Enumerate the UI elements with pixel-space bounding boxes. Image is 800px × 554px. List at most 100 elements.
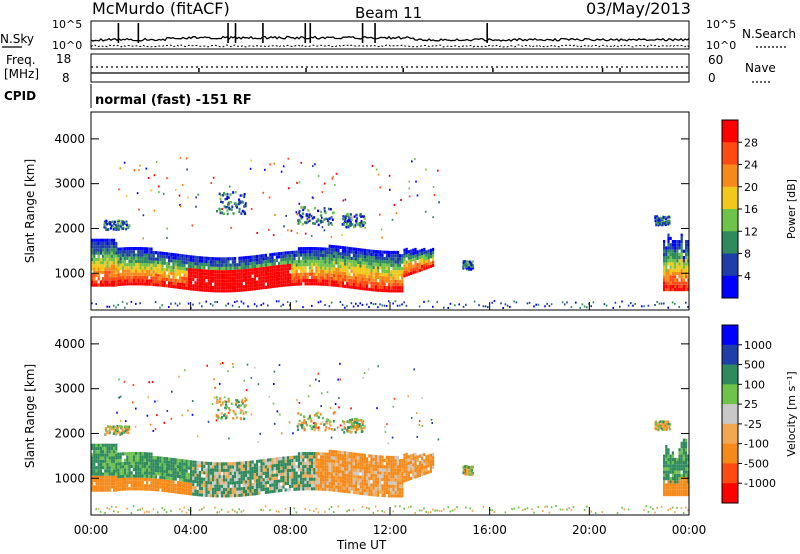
echo-cell [293, 465, 296, 469]
echo-cell [99, 466, 102, 470]
echo-cell [223, 478, 226, 482]
echo-cell [218, 260, 221, 264]
echo-cell [223, 257, 226, 261]
patch-cell [363, 426, 366, 430]
echo-cell [91, 446, 94, 451]
echo-cell [427, 454, 430, 458]
echo-cell [124, 487, 127, 491]
echo-cell [680, 480, 683, 484]
echo-cell [179, 471, 182, 475]
echo-cell [275, 479, 278, 483]
scatter-cell [396, 304, 399, 307]
echo-cell [328, 273, 331, 277]
echo-cell [135, 259, 138, 263]
echo-cell [297, 247, 300, 251]
echo-cell [205, 256, 208, 260]
colorbar-tick-label: 24 [744, 159, 758, 172]
echo-cell [273, 281, 276, 285]
patch-cell [232, 410, 235, 413]
echo-cell [229, 491, 232, 495]
patch-cell [309, 424, 312, 428]
echo-cell [682, 489, 685, 493]
echo-cell [201, 483, 204, 487]
echo-cell [339, 265, 342, 269]
echo-cell [324, 468, 327, 472]
echo-cell [678, 259, 681, 263]
echo-cell [282, 264, 285, 268]
echo-cell [212, 487, 215, 491]
echo-cell [313, 480, 316, 484]
echo-cell [682, 281, 685, 285]
echo-cell [124, 256, 127, 260]
echo-cell [346, 480, 349, 484]
echo-cell [179, 490, 182, 495]
echo-cell [335, 453, 338, 457]
echo-cell [665, 451, 668, 455]
echo-cell [245, 493, 248, 497]
echo-cell [674, 240, 677, 244]
echo-cell [168, 463, 171, 468]
echo-cell [209, 289, 212, 293]
echo-cell [394, 260, 397, 264]
scatter-cell [157, 511, 159, 514]
echo-cell [198, 464, 201, 468]
scatter-cell [671, 506, 674, 509]
patch-cell [238, 404, 241, 407]
echo-cell [154, 279, 157, 284]
echo-cell [388, 286, 391, 290]
scatter-cell [621, 506, 623, 509]
echo-cell [102, 462, 105, 467]
echo-cell [313, 471, 316, 475]
echo-cell [198, 477, 201, 481]
echo-cell [394, 484, 397, 488]
echo-cell [128, 474, 131, 478]
echo-cell [121, 276, 124, 280]
echo-cell [104, 482, 107, 486]
echo-cell [126, 468, 129, 472]
echo-cell [297, 250, 300, 254]
echo-cell [262, 487, 265, 491]
echo-cell [671, 457, 674, 461]
echo-cell [95, 446, 98, 451]
patch-cell [300, 423, 303, 427]
echo-cell [680, 445, 683, 449]
echo-cell [333, 245, 336, 249]
scatter-cell [143, 511, 146, 514]
echo-cell [282, 251, 285, 255]
echo-cell [225, 491, 228, 495]
echo-cell [190, 473, 193, 477]
echo-cell [416, 253, 419, 257]
patch-cell [315, 412, 318, 415]
echo-cell [247, 489, 250, 493]
echo-cell [247, 492, 250, 497]
echo-cell [172, 262, 175, 266]
echo-cell [421, 460, 424, 464]
scatter-cell [346, 305, 348, 308]
echo-cell [174, 262, 177, 267]
patch-cell [215, 396, 218, 399]
nsky-spikes [117, 23, 488, 43]
patch-cell [315, 425, 317, 428]
echo-cell [667, 240, 670, 244]
echo-cell [218, 276, 221, 280]
echo-cell [218, 273, 221, 277]
echo-cell [674, 473, 677, 477]
echo-cell [207, 288, 210, 293]
echo-cell [185, 475, 188, 479]
echo-cell [185, 280, 188, 284]
echo-cell [663, 467, 666, 471]
echo-cell [377, 285, 380, 289]
echo-cell [341, 476, 344, 480]
patch-cell [125, 227, 128, 231]
echo-cell [337, 476, 340, 480]
echo-cell [352, 471, 355, 475]
echo-cell [674, 281, 677, 285]
echo-cell [315, 452, 318, 456]
echo-cell [218, 468, 221, 472]
echo-cell [286, 267, 289, 271]
echo-cell [665, 275, 668, 279]
echo-cell [304, 474, 307, 478]
echo-cell [374, 467, 377, 471]
echo-cell [678, 464, 681, 468]
echo-cell [678, 483, 681, 487]
